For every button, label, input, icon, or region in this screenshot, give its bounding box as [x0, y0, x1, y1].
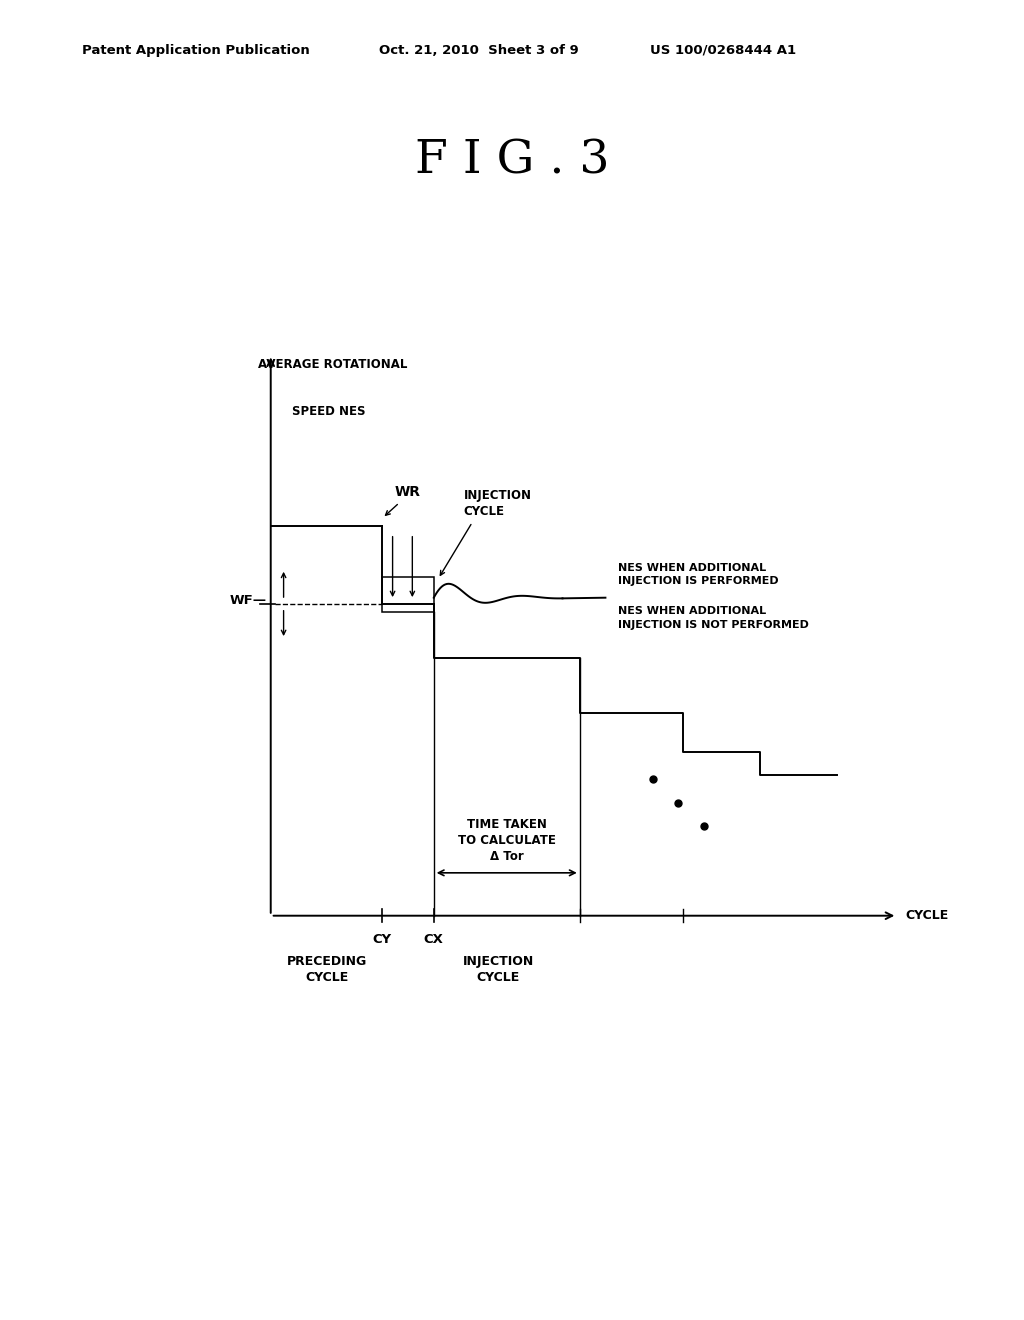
Text: CY: CY [373, 933, 392, 946]
Text: WF—: WF— [229, 594, 266, 606]
Text: F I G . 3: F I G . 3 [415, 139, 609, 183]
Text: Patent Application Publication: Patent Application Publication [82, 44, 309, 57]
Text: SPEED NES: SPEED NES [292, 405, 366, 418]
Text: TIME TAKEN
TO CALCULATE
Δ Tor: TIME TAKEN TO CALCULATE Δ Tor [458, 818, 556, 863]
Text: AVERAGE ROTATIONAL: AVERAGE ROTATIONAL [258, 359, 408, 371]
Text: NES WHEN ADDITIONAL
INJECTION IS PERFORMED: NES WHEN ADDITIONAL INJECTION IS PERFORM… [618, 562, 779, 586]
Text: PRECEDING
CYCLE: PRECEDING CYCLE [287, 954, 367, 983]
Text: CYCLE: CYCLE [906, 909, 949, 923]
Text: Oct. 21, 2010  Sheet 3 of 9: Oct. 21, 2010 Sheet 3 of 9 [379, 44, 579, 57]
Text: WR: WR [395, 484, 421, 499]
Text: NES WHEN ADDITIONAL
INJECTION IS NOT PERFORMED: NES WHEN ADDITIONAL INJECTION IS NOT PER… [618, 606, 809, 630]
Text: INJECTION
CYCLE: INJECTION CYCLE [463, 954, 534, 983]
Text: US 100/0268444 A1: US 100/0268444 A1 [650, 44, 797, 57]
Bar [382, 577, 434, 611]
Text: CX: CX [424, 933, 443, 946]
Text: INJECTION
CYCLE: INJECTION CYCLE [464, 490, 531, 519]
